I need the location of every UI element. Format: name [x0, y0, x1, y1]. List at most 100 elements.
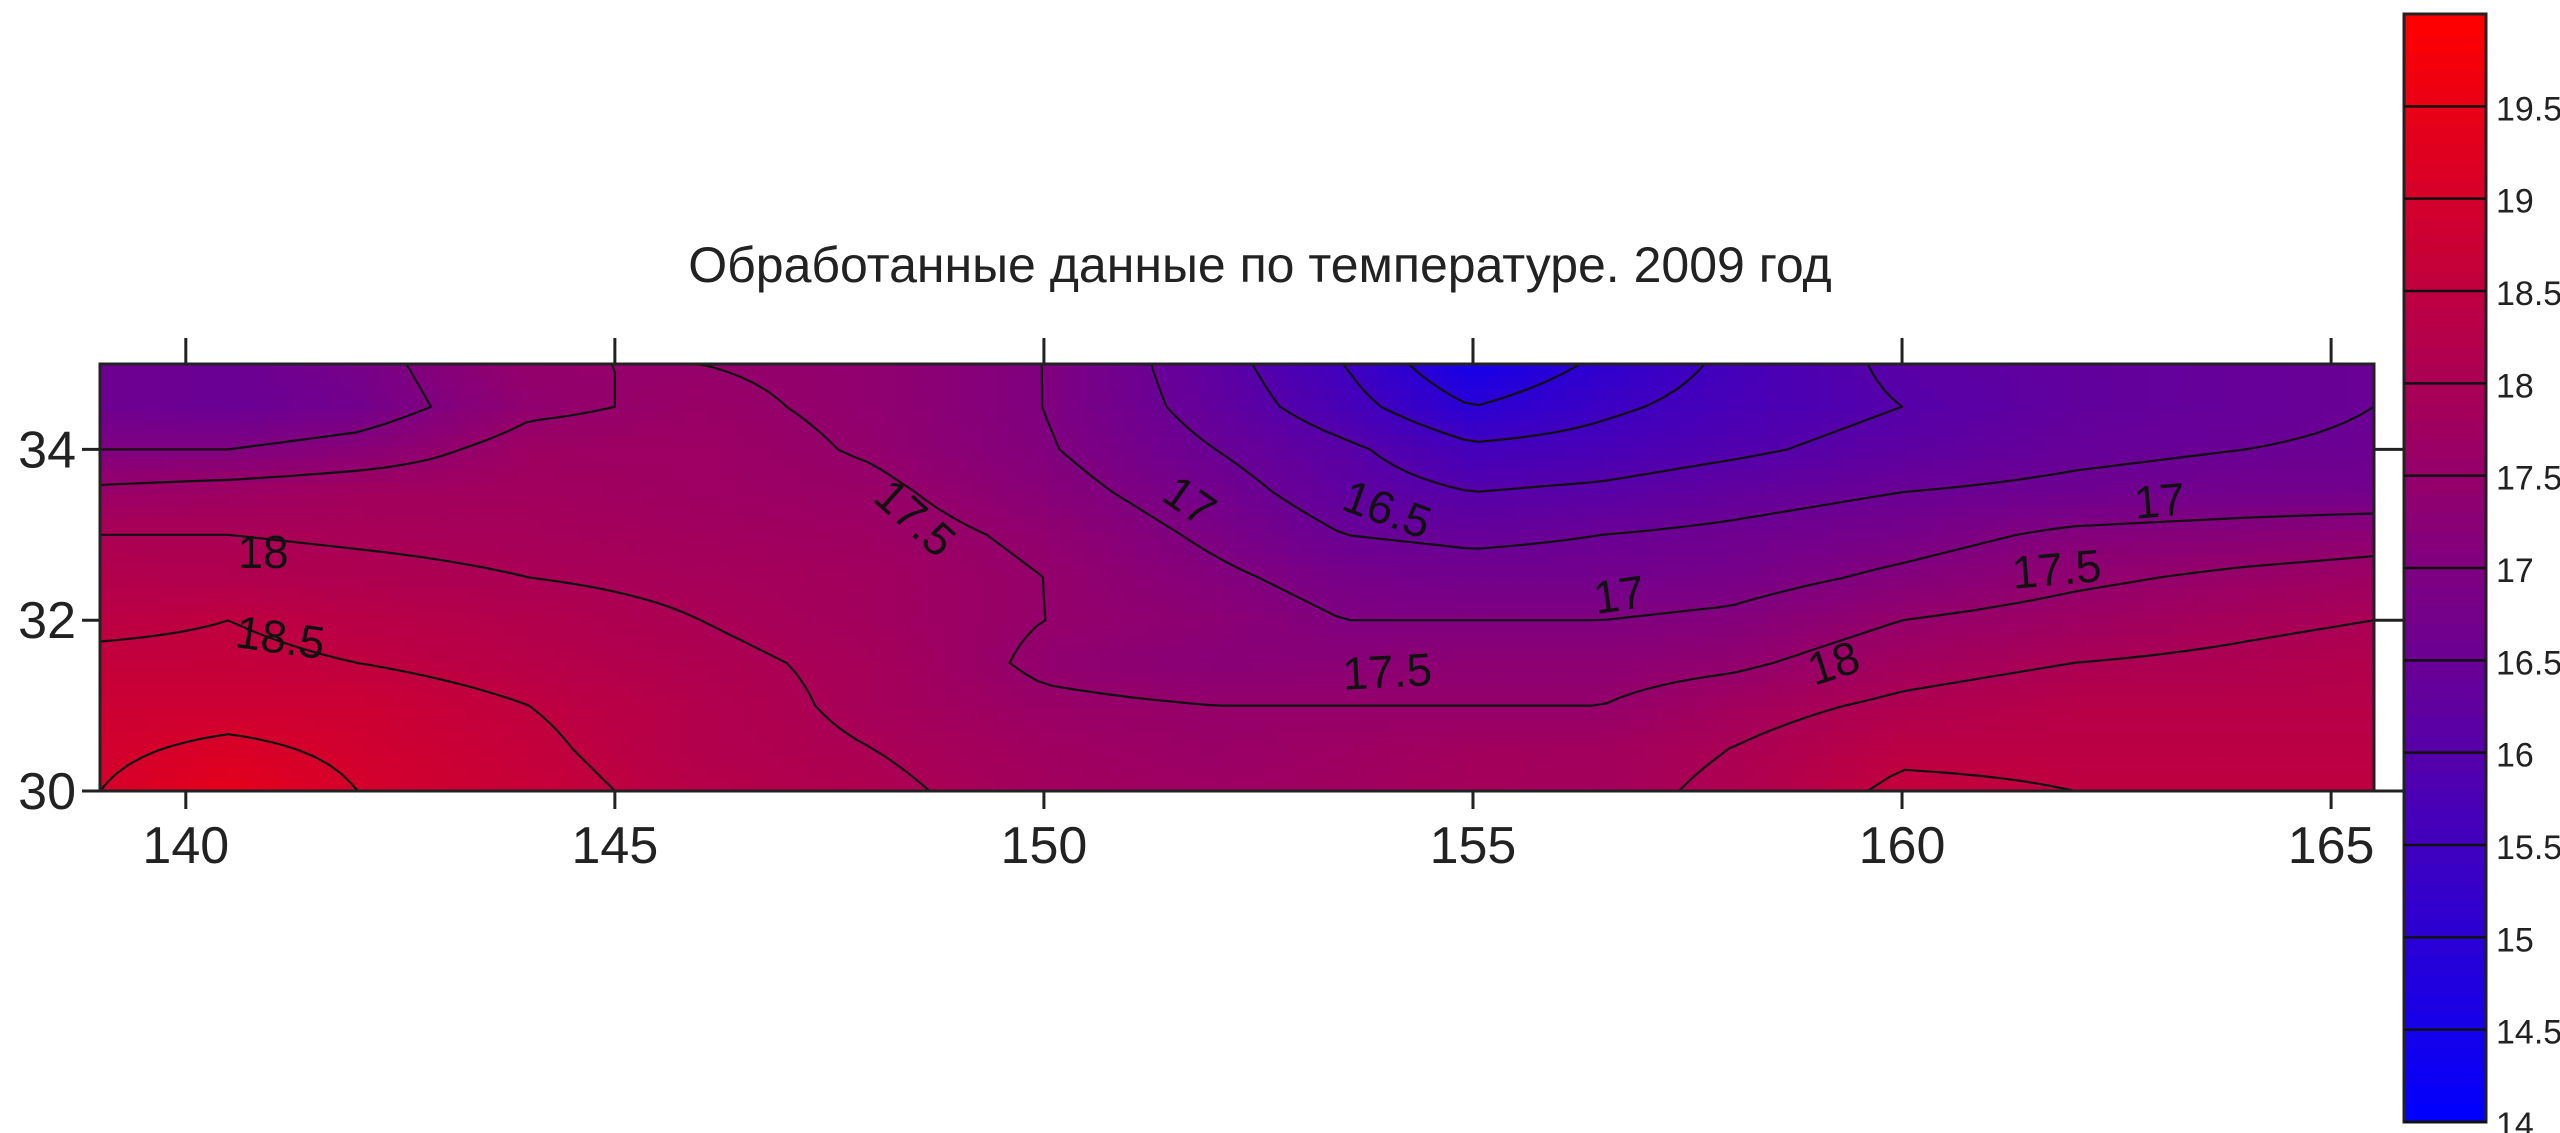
field-cell [719, 672, 733, 686]
field-cell [2298, 518, 2312, 531]
field-cell [1616, 518, 1630, 531]
field-cell [2096, 364, 2110, 377]
field-cell [1944, 601, 1958, 614]
field-cell [933, 518, 948, 531]
field-cell [719, 660, 733, 674]
field-cell [1413, 672, 1428, 686]
field-cell [276, 399, 291, 413]
field-cell [479, 482, 493, 496]
field-cell [453, 648, 468, 662]
field-cell [1906, 530, 1920, 543]
field-cell [1413, 624, 1428, 638]
field-cell [2045, 364, 2059, 377]
field-cell [794, 530, 809, 543]
field-cell [441, 375, 455, 389]
field-cell [1514, 577, 1529, 591]
field-cell [390, 636, 404, 650]
field-cell [921, 672, 935, 686]
field-cell [264, 423, 278, 436]
field-cell [1666, 482, 1680, 496]
field-cell [668, 577, 682, 591]
field-cell [1110, 435, 1125, 448]
field-cell [832, 387, 847, 401]
field-cell [756, 530, 771, 543]
field-cell [1451, 601, 1466, 614]
field-cell [1350, 672, 1365, 686]
field-cell [1830, 470, 1845, 484]
field-cell [1312, 506, 1327, 519]
field-cell [2235, 589, 2249, 603]
field-cell [1350, 565, 1365, 579]
field-cell [706, 672, 720, 686]
field-cell [908, 494, 922, 508]
field-cell [1666, 447, 1680, 460]
field-cell [921, 518, 935, 531]
field-cell [1413, 458, 1428, 472]
field-cell [340, 458, 354, 472]
field-cell [516, 482, 531, 496]
field-cell [2007, 399, 2022, 413]
field-cell [605, 660, 619, 674]
field-cell [1009, 435, 1024, 448]
field-cell [1489, 518, 1504, 531]
field-cell [719, 482, 733, 496]
field-cell [908, 553, 922, 567]
field-cell [1628, 565, 1643, 579]
field-cell [2032, 672, 2047, 686]
field-cell [1527, 411, 1541, 425]
field-cell [1098, 506, 1112, 519]
field-cell [643, 541, 657, 555]
field-cell [150, 565, 164, 579]
field-cell [1009, 458, 1024, 472]
field-cell [403, 541, 417, 555]
field-cell [201, 518, 215, 531]
field-cell [1325, 399, 1339, 413]
field-cell [858, 399, 872, 413]
field-cell [2146, 624, 2161, 638]
field-cell [2310, 458, 2325, 472]
field-cell [137, 375, 152, 389]
field-cell [2020, 364, 2034, 377]
field-cell [1805, 506, 1819, 519]
field-cell [112, 648, 127, 662]
field-cell [655, 494, 670, 508]
field-cell [466, 660, 480, 674]
field-cell [681, 482, 695, 496]
field-cell [516, 541, 531, 555]
field-cell [1552, 553, 1567, 567]
field-cell [1527, 672, 1541, 686]
field-cell [1704, 375, 1718, 389]
field-cell [491, 624, 506, 638]
field-cell [1704, 672, 1718, 686]
field-cell [1338, 648, 1352, 662]
field-cell [2235, 411, 2249, 425]
field-cell [1868, 589, 1883, 603]
field-cell [1552, 447, 1567, 460]
field-cell [959, 541, 973, 555]
field-cell [1110, 624, 1125, 638]
field-cell [1565, 601, 1579, 614]
field-cell [1489, 435, 1504, 448]
field-cell [971, 684, 986, 697]
field-cell [491, 530, 506, 543]
field-cell [1110, 672, 1125, 686]
field-cell [2070, 364, 2085, 377]
field-cell [655, 684, 670, 697]
field-cell [1464, 636, 1478, 650]
field-cell [1628, 648, 1643, 662]
field-cell [1565, 411, 1579, 425]
field-cell [1224, 589, 1238, 603]
field-cell [1413, 518, 1428, 531]
field-cell [1856, 494, 1870, 508]
field-cell [1300, 684, 1314, 697]
field-cell [996, 601, 1011, 614]
field-cell [2336, 672, 2350, 686]
field-cell [592, 506, 607, 519]
field-cell [756, 577, 771, 591]
field-cell [2108, 541, 2123, 555]
field-cell [2222, 601, 2236, 614]
field-cell [2235, 375, 2249, 389]
field-cell [1995, 411, 2009, 425]
field-cell [1009, 577, 1024, 591]
field-cell [1603, 672, 1617, 686]
